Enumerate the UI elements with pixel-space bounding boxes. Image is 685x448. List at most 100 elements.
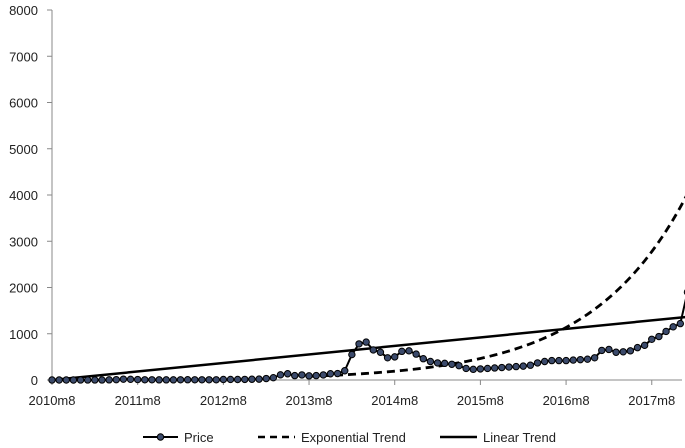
price-point bbox=[498, 363, 506, 372]
price-point bbox=[512, 362, 520, 371]
legend-label-price: Price bbox=[184, 430, 214, 445]
series-layer bbox=[48, 195, 685, 384]
price-point bbox=[248, 375, 256, 383]
legend-item-price: Price bbox=[143, 430, 214, 445]
legend-item-linear-trend: Linear Trend bbox=[440, 430, 556, 445]
price-point bbox=[291, 371, 299, 380]
price-point bbox=[341, 367, 349, 375]
price-point bbox=[419, 355, 427, 363]
y-tick-label: 2000 bbox=[9, 281, 38, 296]
y-tick-group: 0 1000 2000 3000 4000 5000 6000 7000 8000 bbox=[9, 3, 52, 388]
price-point bbox=[398, 347, 406, 356]
price-point bbox=[105, 376, 113, 384]
legend-label-exponential-trend: Exponential Trend bbox=[301, 430, 406, 445]
y-tick-label: 7000 bbox=[9, 49, 38, 64]
price-point bbox=[412, 350, 420, 358]
price-point bbox=[640, 341, 649, 350]
y-tick-label: 1000 bbox=[9, 327, 38, 342]
price-point bbox=[262, 374, 270, 383]
price-point bbox=[369, 346, 377, 354]
price-point bbox=[555, 356, 563, 365]
y-tick-label: 5000 bbox=[9, 142, 38, 157]
y-tick-label: 0 bbox=[31, 373, 38, 388]
price-point bbox=[305, 372, 313, 380]
price-point bbox=[405, 347, 413, 355]
price-point bbox=[655, 332, 663, 341]
x-tick-label: 2011m8 bbox=[115, 393, 161, 408]
price-point bbox=[562, 356, 570, 365]
price-point bbox=[319, 371, 328, 379]
price-point bbox=[69, 376, 78, 384]
y-tick-label: 6000 bbox=[9, 96, 38, 111]
price-point bbox=[391, 353, 399, 361]
price-point bbox=[569, 356, 577, 364]
price-point bbox=[433, 359, 442, 367]
price-point bbox=[490, 364, 499, 372]
price-point bbox=[298, 371, 306, 379]
price-point bbox=[226, 375, 235, 384]
price-point bbox=[612, 348, 620, 356]
price-point bbox=[198, 376, 206, 384]
price-point bbox=[276, 371, 285, 379]
price-point bbox=[141, 376, 149, 384]
price-point bbox=[219, 375, 228, 384]
price-point bbox=[176, 376, 185, 384]
x-tick-label: 2015m8 bbox=[457, 393, 504, 408]
price-point bbox=[448, 360, 456, 368]
price-point bbox=[48, 376, 56, 384]
price-point bbox=[169, 376, 178, 384]
price-point bbox=[362, 338, 370, 346]
price-point bbox=[126, 375, 135, 384]
legend-label-linear-trend: Linear Trend bbox=[483, 430, 556, 445]
price-point bbox=[326, 370, 335, 378]
linear-trend-line bbox=[51, 315, 685, 382]
x-tick-label: 2012m8 bbox=[200, 393, 247, 408]
price-point bbox=[355, 340, 363, 348]
price-point bbox=[455, 361, 463, 370]
price-point bbox=[483, 364, 492, 373]
price-point bbox=[462, 364, 470, 373]
price-point bbox=[605, 345, 613, 354]
price-point bbox=[576, 355, 585, 364]
price-point bbox=[76, 376, 85, 384]
price-point bbox=[619, 348, 627, 356]
price-point bbox=[84, 376, 92, 384]
price-point bbox=[476, 365, 485, 373]
price-point bbox=[676, 319, 685, 328]
y-tick-label: 4000 bbox=[9, 188, 38, 203]
x-tick-label: 2013m8 bbox=[286, 393, 333, 408]
price-point bbox=[469, 365, 477, 374]
price-point bbox=[648, 335, 656, 343]
price-point bbox=[191, 376, 199, 384]
price-point bbox=[312, 371, 320, 380]
price-point bbox=[598, 346, 606, 355]
price-point bbox=[540, 357, 549, 366]
price-point bbox=[376, 348, 385, 356]
price-point bbox=[383, 354, 392, 362]
price-point bbox=[633, 343, 642, 352]
price-point bbox=[241, 375, 249, 384]
price-point bbox=[519, 362, 527, 370]
price-point bbox=[255, 375, 263, 383]
y-tick-label: 8000 bbox=[9, 3, 38, 18]
price-point bbox=[526, 361, 535, 369]
price-point bbox=[626, 347, 635, 355]
x-tick-label: 2016m8 bbox=[543, 393, 590, 408]
price-point bbox=[505, 363, 513, 371]
price-point bbox=[205, 376, 213, 384]
price-point bbox=[62, 376, 70, 384]
price-point bbox=[669, 323, 677, 331]
legend-price-marker bbox=[156, 433, 165, 441]
price-point bbox=[91, 376, 99, 384]
price-point bbox=[212, 376, 220, 384]
price-point bbox=[155, 376, 163, 384]
price-point bbox=[662, 327, 670, 336]
price-point bbox=[426, 357, 435, 366]
legend: Price Exponential Trend Linear Trend bbox=[143, 430, 556, 445]
price-point bbox=[583, 355, 592, 363]
price-point bbox=[269, 373, 278, 382]
price-point bbox=[119, 375, 128, 383]
price-point bbox=[98, 376, 106, 384]
axes bbox=[51, 10, 682, 381]
